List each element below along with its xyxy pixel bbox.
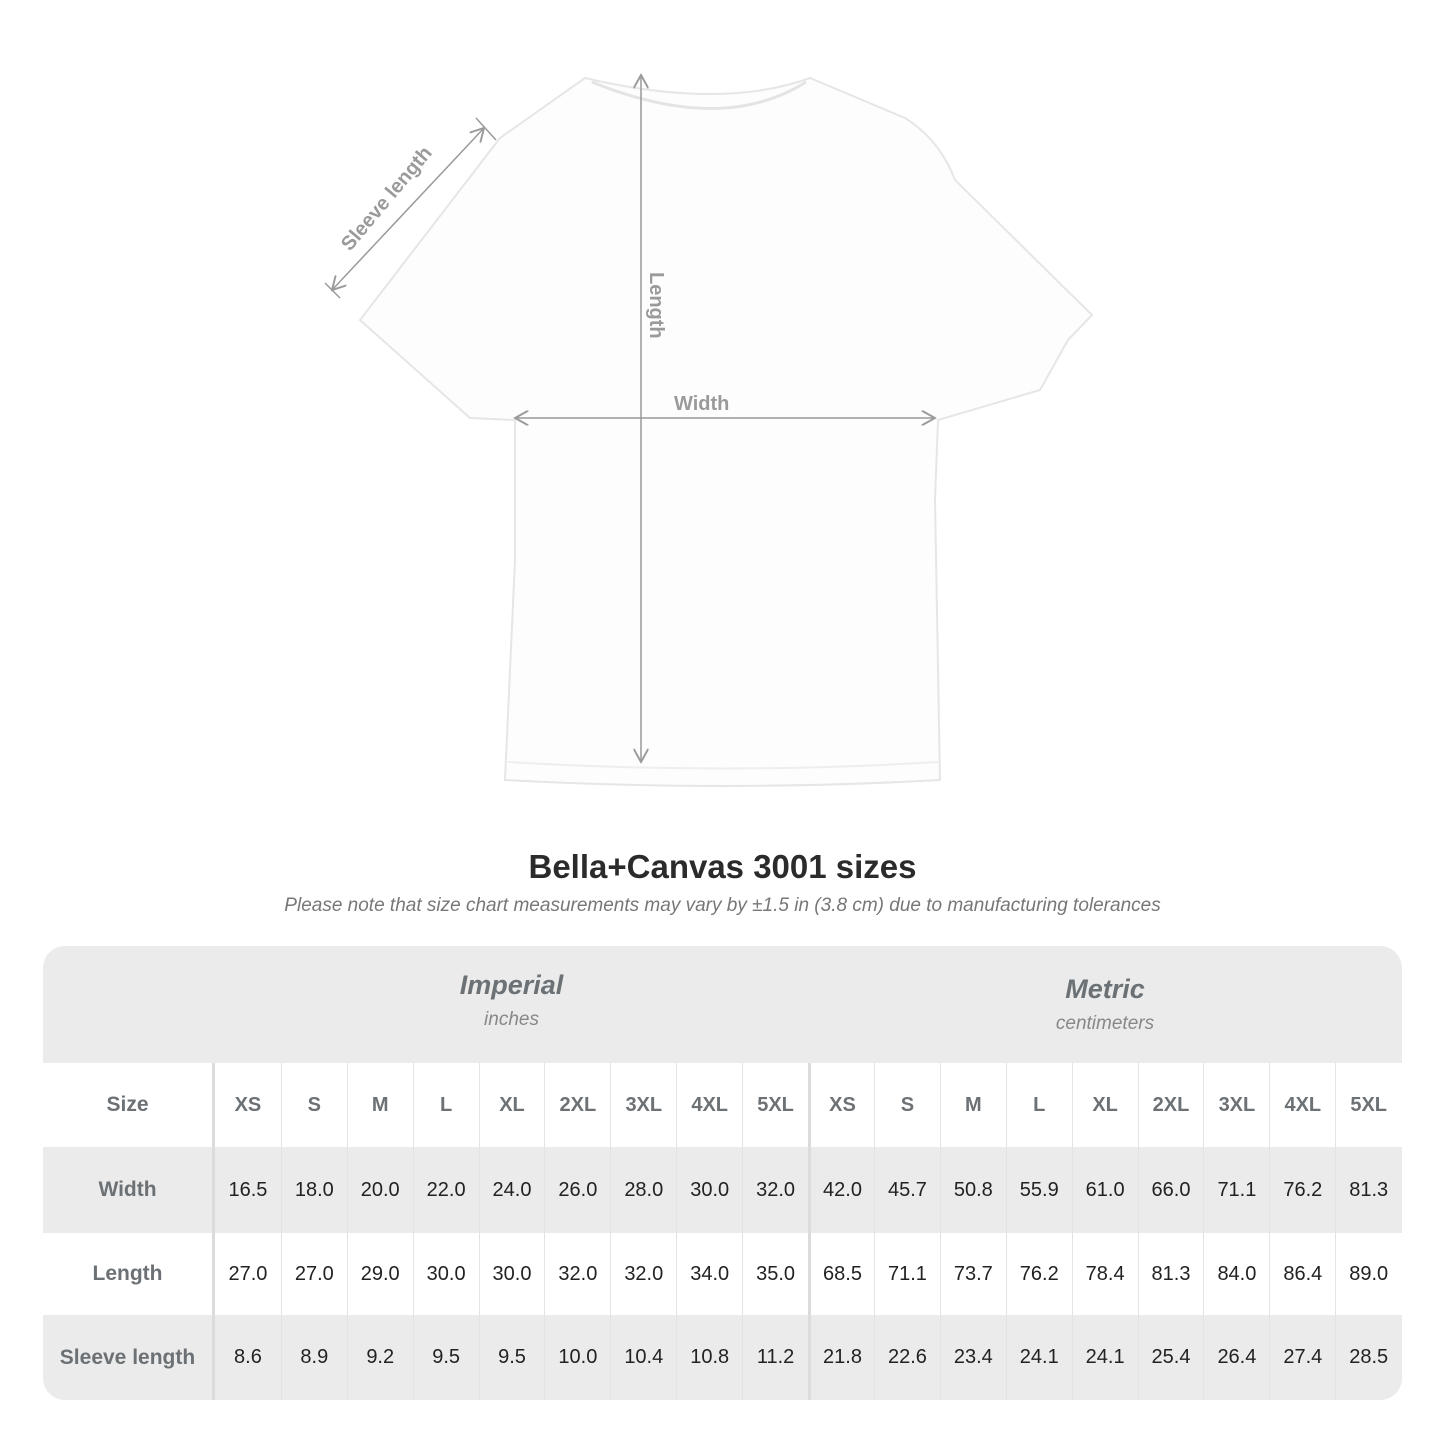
- row-label: Size: [43, 1063, 215, 1147]
- metric-header: Metric centimeters: [808, 946, 1402, 1063]
- table-cell: L: [412, 1063, 479, 1147]
- table-cell: XL: [478, 1063, 545, 1147]
- table-cell: 81.3: [1137, 1233, 1204, 1315]
- table-cell: 8.9: [280, 1315, 347, 1400]
- table-cell: 5XL: [742, 1063, 808, 1147]
- table-cell: 73.7: [939, 1233, 1006, 1315]
- table-cell: M: [939, 1063, 1006, 1147]
- table-cell: 55.9: [1005, 1147, 1072, 1233]
- table-row: Width 16.5 18.0 20.0 22.0 24.0 26.0 28.0 30.0 32.…: [43, 1147, 1402, 1233]
- collar: [591, 80, 807, 110]
- page-title: Bella+Canvas 3001 sizes: [528, 848, 917, 885]
- hem: [507, 761, 939, 770]
- table-cell: 26.4: [1203, 1315, 1269, 1400]
- table-cell: 27.0: [228, 1262, 268, 1285]
- table-cell: XL: [1071, 1063, 1138, 1147]
- sleeve-line-end-tick: [324, 282, 341, 299]
- table-cell: 16.5: [228, 1178, 268, 1201]
- table-cell: 30.0: [676, 1147, 742, 1233]
- table-cell: 76.2: [1005, 1233, 1072, 1315]
- table-cell: S: [280, 1063, 347, 1147]
- table-cell: 30.0: [412, 1233, 479, 1315]
- row-label: Sleeve length: [43, 1315, 215, 1400]
- table-cell: 24.1: [1071, 1315, 1138, 1400]
- row-label: Length: [43, 1233, 215, 1315]
- table-cell: 2XL: [544, 1063, 610, 1147]
- width-label: Width: [674, 393, 729, 415]
- table-cell: 28.0: [610, 1147, 676, 1233]
- table-cell: L: [1005, 1063, 1072, 1147]
- table-cell: 32.0: [544, 1233, 610, 1315]
- table-cell: 28.5: [1335, 1315, 1401, 1400]
- table-cell: 89.0: [1335, 1233, 1401, 1315]
- imperial-header: Imperial inches: [215, 946, 808, 1063]
- table-cell: 20.0: [346, 1147, 413, 1233]
- table-cell: 45.7: [874, 1147, 940, 1233]
- table-cell: 8.6: [234, 1346, 262, 1368]
- table-cell: M: [346, 1063, 413, 1147]
- table-cell: 26.0: [544, 1147, 610, 1233]
- table-cell: 10.4: [610, 1315, 676, 1400]
- sleeve-line: [332, 128, 484, 290]
- table-cell: 3XL: [1203, 1063, 1269, 1147]
- table-cell: 34.0: [676, 1233, 742, 1315]
- table-cell: 24.0: [478, 1147, 545, 1233]
- table-cell: 9.5: [478, 1315, 545, 1400]
- table-cell: XS: [808, 1063, 874, 1147]
- table-cell: 24.1: [1005, 1315, 1072, 1400]
- table-cell: 18.0: [280, 1147, 347, 1233]
- table-cell: 42.0: [808, 1147, 874, 1233]
- table-cell: 22.0: [412, 1147, 479, 1233]
- table-row: Length 27.0 27.0 29.0 30.0 30.0 32.0 32.0 34.0 35…: [43, 1233, 1402, 1315]
- imperial-unit: inches: [484, 1009, 539, 1030]
- table-cell: 76.2: [1269, 1147, 1335, 1233]
- metric-unit: centimeters: [1055, 1013, 1155, 1034]
- table-cell: 81.3: [1335, 1147, 1401, 1233]
- table-cell: 35.0: [742, 1233, 808, 1315]
- table-row: Sleeve length 8.6 8.9 9.2 9.5 9.5 10.0 10.4 10.8…: [43, 1315, 1402, 1400]
- size-row: Size XS S M L XL 2XL 3XL 4XL 5XL XS S M L XL 2XL 3XL 4XL 5…: [43, 1063, 1402, 1147]
- table-cell: 32.0: [610, 1233, 676, 1315]
- table-cell: 11.2: [742, 1315, 808, 1400]
- table-cell: 29.0: [346, 1233, 413, 1315]
- table-cell: 84.0: [1203, 1233, 1269, 1315]
- table-cell: 5XL: [1335, 1063, 1401, 1147]
- metric-label: Metric: [1065, 974, 1145, 1004]
- table-cell: 71.1: [874, 1233, 940, 1315]
- row-label: Width: [43, 1147, 215, 1233]
- table-cell: 3XL: [610, 1063, 676, 1147]
- table-cell: 32.0: [742, 1147, 808, 1233]
- table-cell: 9.2: [346, 1315, 413, 1400]
- table-cell: 50.8: [939, 1147, 1006, 1233]
- imperial-label: Imperial: [459, 970, 564, 1000]
- table-cell: 25.4: [1137, 1315, 1204, 1400]
- table-cell: 9.5: [412, 1315, 479, 1400]
- table-cell: 21.8: [808, 1315, 874, 1400]
- tshirt-diagram: Sleeve length Length Width: [324, 0, 1094, 787]
- sleeve-line-end-tick: [475, 117, 497, 141]
- table-cell: S: [874, 1063, 940, 1147]
- table-cell: 4XL: [1269, 1063, 1335, 1147]
- table-cell: 61.0: [1071, 1147, 1138, 1233]
- table-cell: 10.8: [676, 1315, 742, 1400]
- table-cell: 27.0: [280, 1233, 347, 1315]
- table-cell: 22.6: [874, 1315, 940, 1400]
- table-cell: 4XL: [676, 1063, 742, 1147]
- table-cell: 27.4: [1269, 1315, 1335, 1400]
- size-table: Imperial inches Metric centimeters Size X…: [43, 946, 1402, 1400]
- table-cell: 30.0: [478, 1233, 545, 1315]
- table-cell: 23.4: [939, 1315, 1006, 1400]
- table-cell: XS: [234, 1093, 262, 1116]
- table-cell: 66.0: [1137, 1147, 1204, 1233]
- length-label: Length: [645, 272, 667, 339]
- tshirt-shape: [358, 76, 1094, 787]
- table-cell: 78.4: [1071, 1233, 1138, 1315]
- table-cell: 2XL: [1137, 1063, 1204, 1147]
- table-cell: 10.0: [544, 1315, 610, 1400]
- table-cell: 71.1: [1203, 1147, 1269, 1233]
- table-cell: 86.4: [1269, 1233, 1335, 1315]
- table-cell: 68.5: [808, 1233, 874, 1315]
- tolerance-note: Please note that size chart measurements…: [284, 895, 1161, 916]
